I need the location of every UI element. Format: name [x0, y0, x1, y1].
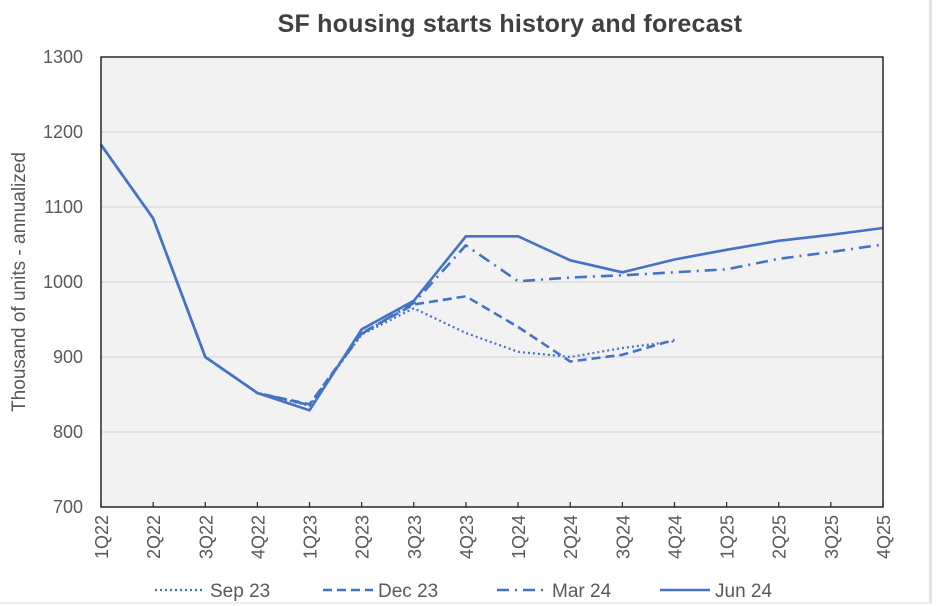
legend-label: Jun 24: [715, 581, 772, 602]
x-tick-label: 2Q22: [144, 515, 164, 559]
x-axis-ticks: 1Q22 2Q22 3Q22 4Q22 1Q23 2Q23 3Q23 4Q23 1Q24 2Q24…: [92, 502, 894, 559]
x-tick-label: 4Q22: [248, 515, 268, 559]
y-tick-label: 800: [53, 422, 83, 442]
x-tick-label: 4Q24: [665, 515, 685, 559]
x-tick-label: 1Q23: [301, 515, 321, 559]
x-tick-label: 2Q25: [770, 515, 790, 559]
y-axis-ticks: 700 800 900 1000 1100 1200 1300: [43, 47, 83, 517]
y-tick-label: 700: [53, 497, 83, 517]
series-line-jun-24: [99, 144, 884, 412]
y-tick-label: 1000: [43, 272, 83, 292]
y-tick-label: 1200: [43, 122, 83, 142]
y-tick-label: 1300: [43, 47, 83, 67]
legend-label: Mar 24: [552, 581, 612, 602]
x-tick-label: 1Q24: [509, 515, 529, 559]
x-tick-label: 3Q22: [196, 515, 216, 559]
x-tick-label: 3Q23: [405, 515, 425, 559]
series-line-sep-23: [100, 144, 675, 407]
legend-label: Sep 23: [210, 581, 270, 602]
y-axis-title: Thousand of units - annualized: [9, 152, 30, 412]
x-tick-label: 3Q25: [822, 515, 842, 559]
chart-title: SF housing starts history and forecast: [277, 10, 743, 38]
y-tick-label: 900: [53, 347, 83, 367]
y-tick-label: 1100: [44, 197, 83, 217]
x-tick-label: 4Q23: [457, 515, 477, 559]
x-tick-label: 3Q24: [613, 515, 633, 559]
gridlines: [101, 131, 883, 433]
x-tick-label: 2Q24: [561, 515, 581, 559]
plot-border: [100, 56, 884, 508]
legend-label: Dec 23: [378, 581, 438, 602]
x-tick-label: 1Q25: [718, 515, 738, 559]
x-tick-label: 4Q25: [874, 515, 894, 559]
x-tick-label: 1Q22: [92, 515, 112, 559]
series-lines: [99, 144, 884, 412]
legend: Sep 23 Dec 23 Mar 24 Jun 24: [155, 581, 772, 602]
x-tick-label: 2Q23: [353, 515, 373, 559]
